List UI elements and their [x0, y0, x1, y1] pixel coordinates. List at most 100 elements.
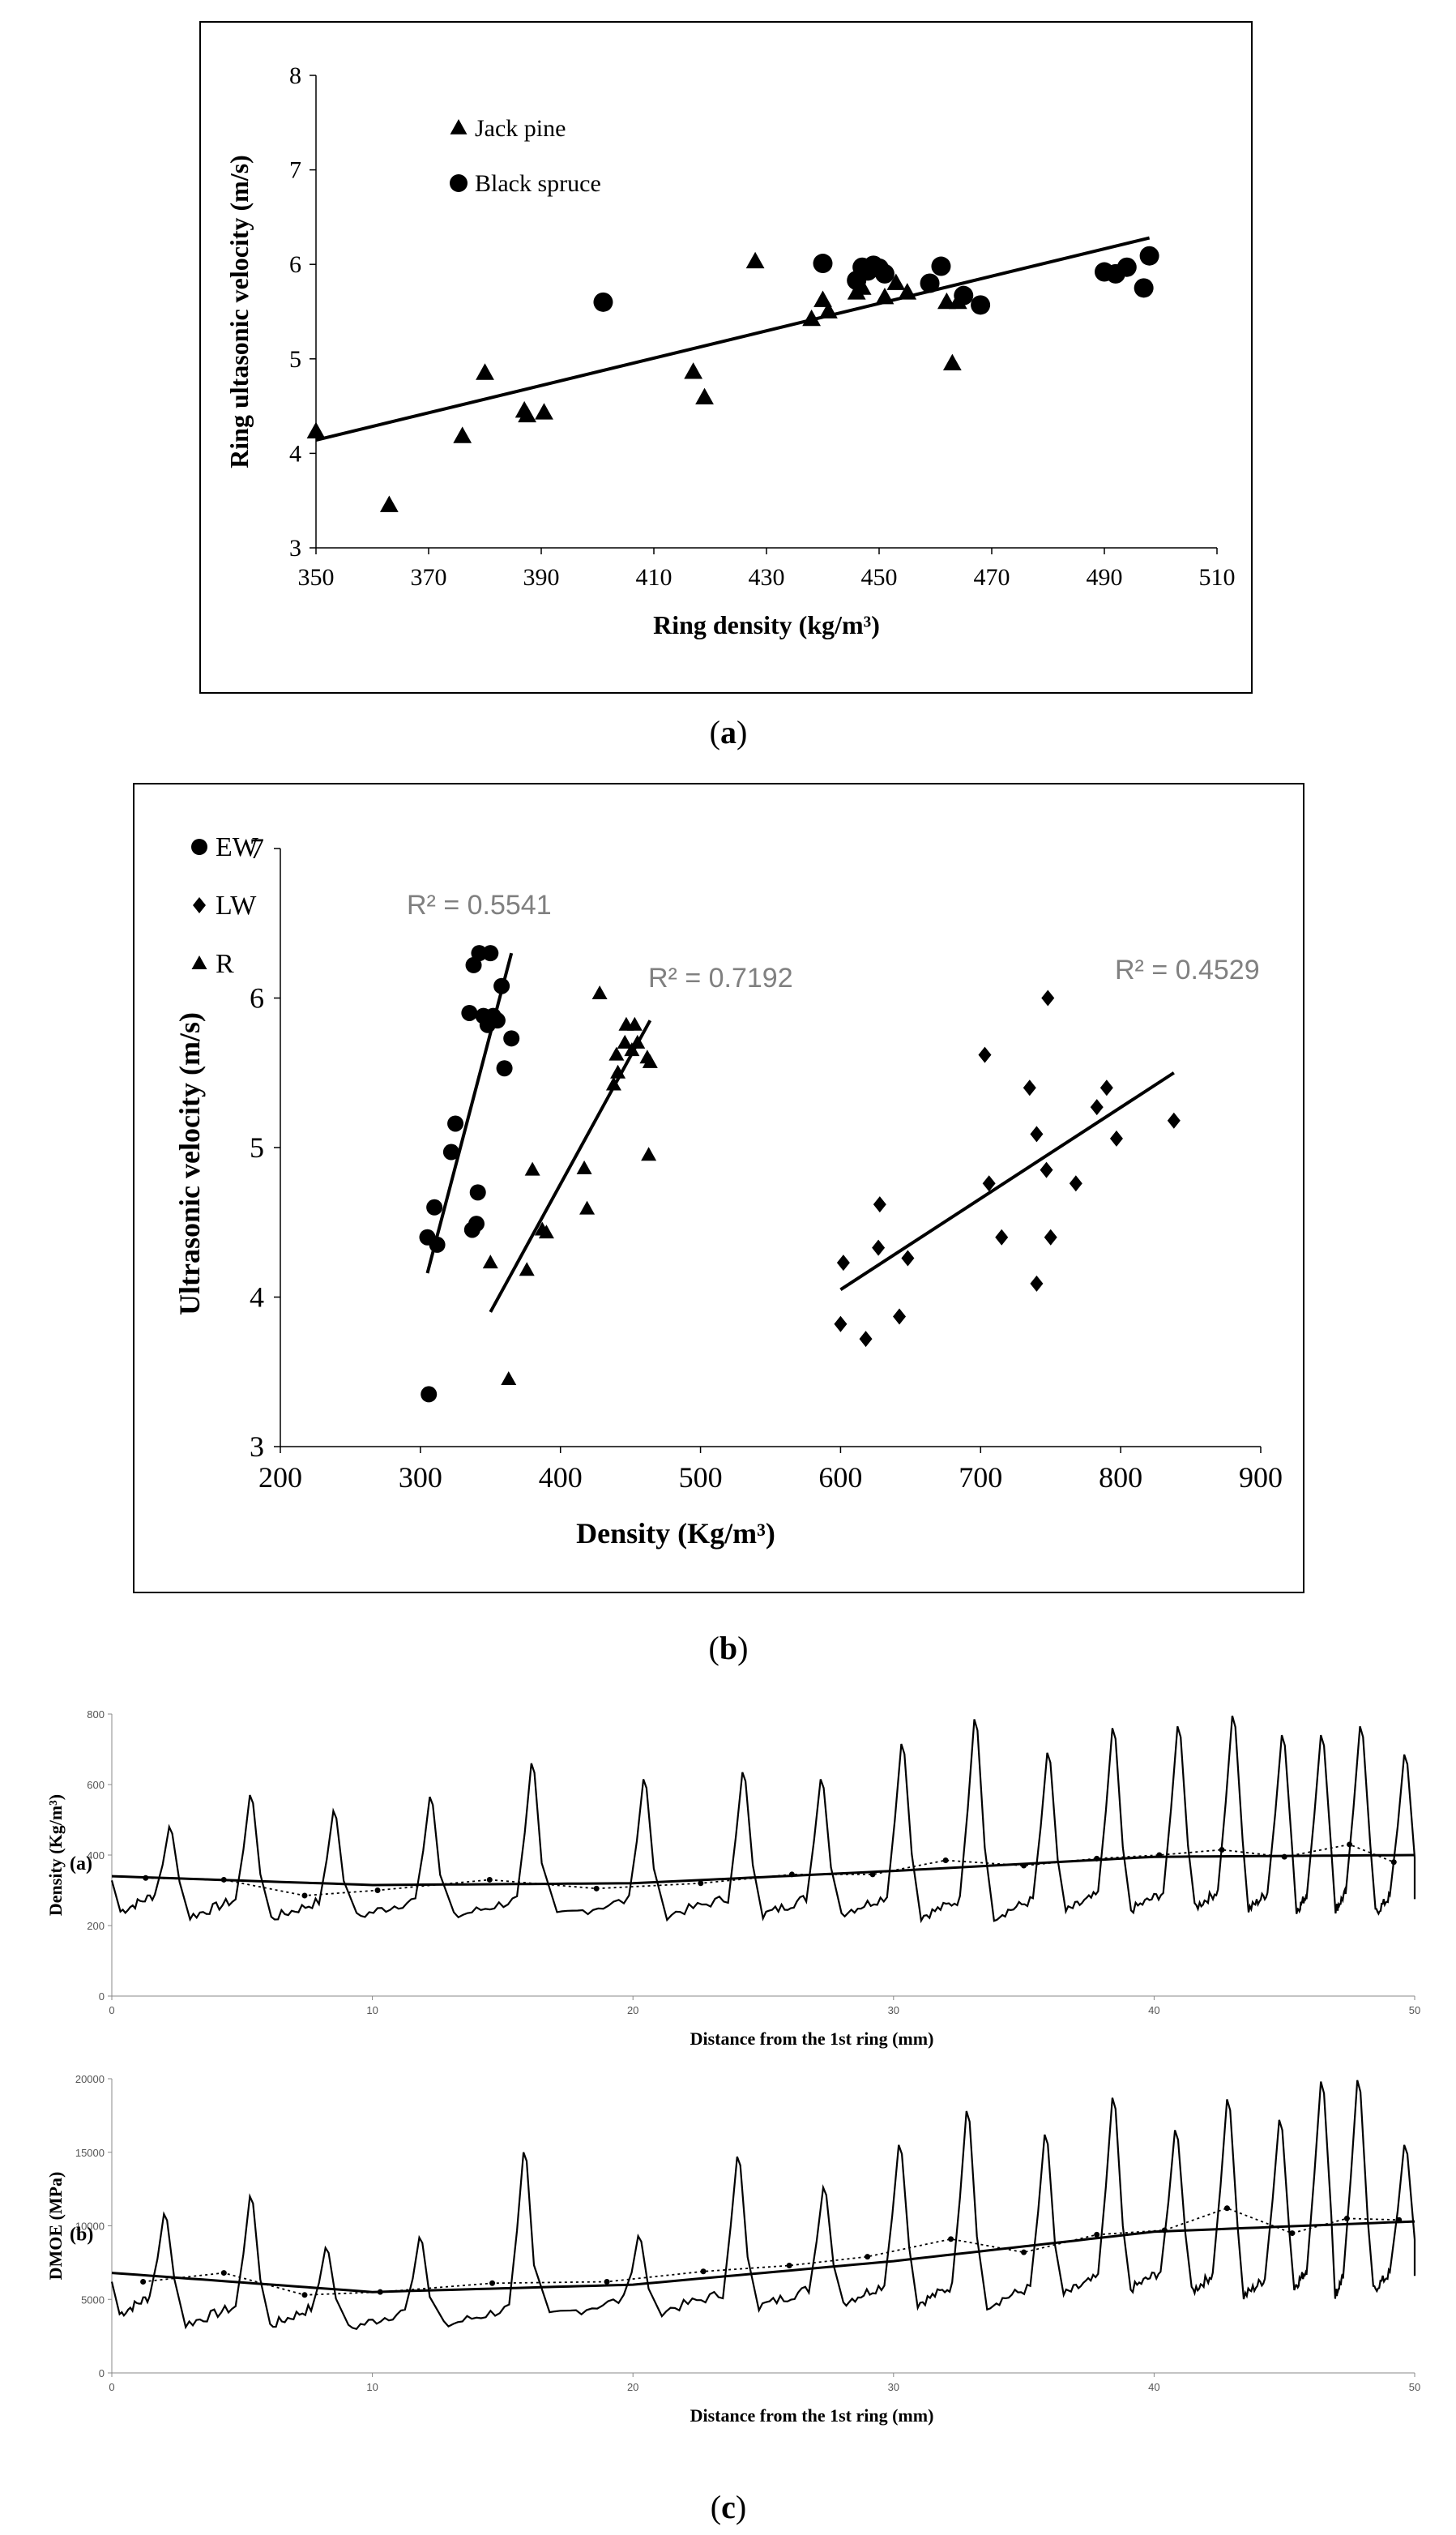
point-lw: [978, 1046, 992, 1063]
x-tick-label: 800: [1099, 1461, 1142, 1494]
point-lw: [836, 1255, 850, 1272]
point-ew: [429, 1236, 446, 1253]
point-lw: [1099, 1079, 1113, 1097]
chart-c-top-panel: 0 10 20 30 40 50 0 200 400 600 800 Distance from th…: [0, 1702, 1456, 2058]
ring-average-point: [948, 2236, 954, 2242]
legend-marker-lw: [193, 897, 206, 913]
point-jack-pine: [813, 290, 832, 307]
point-jack-pine: [802, 309, 821, 327]
chart-a-frame: [199, 21, 1253, 694]
y-tick-label: 0: [99, 2367, 105, 2379]
chart-c-bottom-panel: 0 10 20 30 40 50 0 5000 10000 15000 20000 Distance …: [0, 2073, 1456, 2447]
x-tick-label: 40: [1148, 2004, 1159, 2016]
point-jack-pine: [875, 288, 895, 305]
x-tick-label: 500: [679, 1461, 723, 1494]
trendline-lw: [839, 1071, 1175, 1291]
point-jack-pine: [684, 362, 703, 379]
point-lw: [1030, 1275, 1044, 1292]
point-r: [482, 1255, 498, 1269]
r-squared-label-r: R² = 0.7192: [648, 963, 793, 994]
x-tick-label: 900: [1239, 1461, 1283, 1494]
point-lw: [873, 1196, 886, 1213]
ring-average-point: [700, 2268, 707, 2275]
x-axis-title: Ring density (kg/m³): [653, 610, 880, 639]
x-tick-label: 400: [539, 1461, 583, 1494]
x-tick-label: 20: [627, 2381, 638, 2393]
ring-average-point: [593, 1885, 600, 1892]
point-r: [605, 1076, 621, 1091]
profile-line: [110, 1715, 1416, 1924]
legend-label: EW: [216, 832, 259, 862]
y-tick-label: 6: [289, 251, 301, 278]
chart-b-svg: 200 300 400 500 600 700 800 900 3 4 5 6 7 Density (Kg…: [133, 783, 1304, 1593]
point-ew: [482, 945, 499, 962]
point-ew: [471, 945, 488, 962]
legend-marker-jack-pine: [450, 119, 468, 135]
ring-average-point: [942, 1857, 949, 1864]
point-r: [524, 1161, 540, 1176]
inset-label: (b): [70, 2225, 93, 2246]
x-tick-label: 10: [366, 2381, 378, 2393]
point-jack-pine: [886, 273, 906, 290]
point-black-spruce: [931, 256, 951, 276]
trend-line: [111, 2220, 1415, 2293]
y-tick-label: 10000: [75, 2221, 105, 2233]
legend-label: Black spruce: [475, 170, 601, 197]
point-r: [642, 1054, 658, 1068]
point-r: [630, 1034, 646, 1049]
point-r: [624, 1042, 640, 1057]
chart-c-top-svg: 0 10 20 30 40 50 0 200 400 600 800 Distance from th…: [45, 1708, 1420, 2049]
y-tick-label: 20000: [75, 2073, 105, 2085]
x-tick-label: 490: [1087, 564, 1123, 591]
x-tick-label: 300: [399, 1461, 442, 1494]
point-jack-pine: [476, 363, 494, 380]
ring-average-point: [220, 2270, 227, 2276]
r-squared-label-ew: R² = 0.5541: [407, 890, 552, 921]
point-r: [591, 985, 608, 999]
point-jack-pine: [306, 421, 326, 438]
point-r: [501, 1370, 517, 1385]
x-tick-label: 450: [861, 564, 898, 591]
point-r: [576, 1160, 592, 1174]
y-tick-label: 7: [250, 832, 264, 865]
x-tick-label: 700: [959, 1461, 1002, 1494]
profile-line: [110, 2080, 1416, 2331]
y-tick-label: 8: [289, 62, 301, 89]
y-tick-label: 0: [99, 1990, 105, 2003]
point-lw: [901, 1250, 915, 1267]
ring-average-point: [865, 2254, 871, 2260]
y-tick-label: 3: [250, 1430, 264, 1463]
y-axis-title: Ring ultasonic velocity (m/s): [224, 155, 254, 468]
point-lw: [1030, 1126, 1044, 1143]
ring-average-point: [1219, 1846, 1225, 1853]
chart-a-panel: 350 370 390 410 430 450 470 490 510 3 4 5 6 7 8 Ring de…: [199, 21, 1253, 694]
x-tick-label: 470: [974, 564, 1010, 591]
x-tick-label: 10: [366, 2004, 378, 2016]
r-squared-label-lw: R² = 0.4529: [1115, 955, 1260, 985]
ring-average-point: [1223, 2205, 1230, 2212]
point-r: [626, 1016, 643, 1031]
point-lw: [1167, 1112, 1181, 1129]
y-axis-title: Ultrasonic velocity (m/s): [173, 1012, 206, 1315]
point-black-spruce: [920, 273, 940, 293]
x-tick-label: 350: [298, 564, 335, 591]
x-tick-label: 30: [888, 2004, 899, 2016]
inset-label: (a): [70, 1853, 92, 1875]
point-r: [608, 1046, 625, 1061]
x-tick-label: 20: [627, 2004, 638, 2016]
ring-average-point: [1094, 2231, 1100, 2238]
point-jack-pine: [695, 387, 714, 405]
ring-average-point: [1343, 2215, 1350, 2221]
y-axis-title: DMOE (MPa): [45, 2172, 66, 2281]
y-tick-label: 4: [250, 1281, 264, 1314]
point-lw: [859, 1331, 873, 1348]
x-tick-label: 0: [109, 2381, 114, 2393]
ring-average-point: [486, 1876, 493, 1883]
point-r: [538, 1225, 554, 1239]
x-tick-label: 50: [1409, 2381, 1420, 2393]
point-ew: [442, 1144, 459, 1161]
point-lw: [1040, 1161, 1053, 1178]
point-r: [617, 1034, 633, 1049]
point-ew: [468, 1216, 485, 1233]
legend-label: Jack pine: [475, 115, 566, 142]
